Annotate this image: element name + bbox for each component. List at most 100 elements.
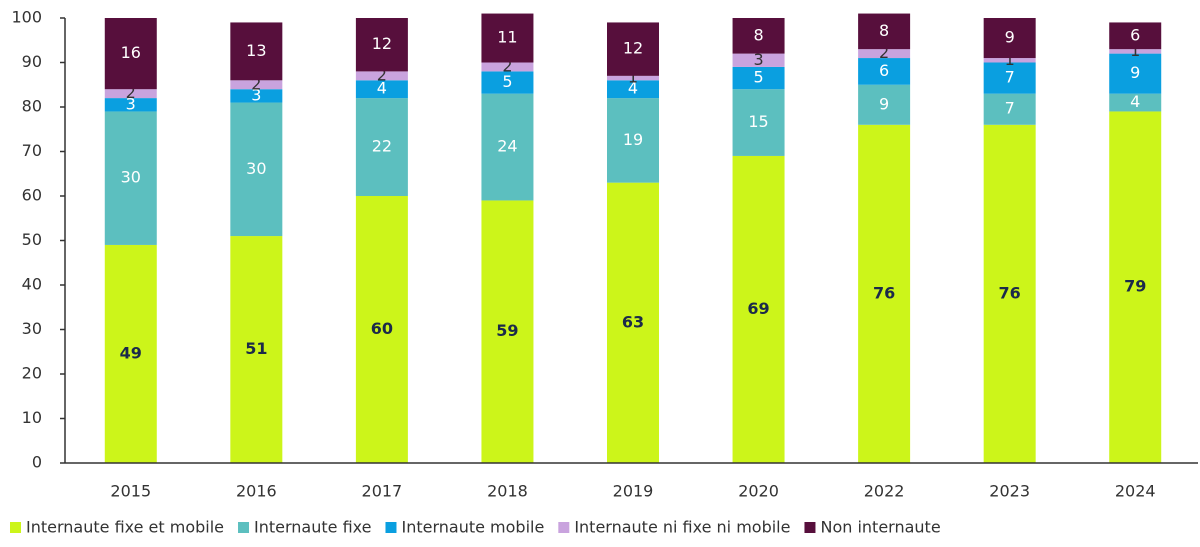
bar-segment [104, 89, 157, 99]
data-label: 1 [1005, 50, 1015, 69]
legend-label: Internaute mobile [401, 518, 544, 537]
bar-segment [230, 22, 283, 81]
x-tick-label: 2015 [110, 482, 151, 501]
data-label: 8 [753, 25, 763, 44]
bar-segment [983, 62, 1036, 94]
bar-segment [607, 80, 659, 99]
data-label: 9 [879, 94, 889, 113]
data-label: 1 [1130, 41, 1140, 60]
bar-segment [607, 75, 659, 81]
data-label: 2 [251, 74, 261, 93]
bar-segment [858, 13, 911, 50]
x-tick-label: 2020 [738, 482, 779, 501]
data-label: 6 [1130, 25, 1140, 44]
y-tick-label: 30 [22, 319, 42, 338]
bar-segment [1109, 22, 1162, 50]
data-label: 24 [497, 137, 517, 156]
bar-segment [858, 124, 911, 464]
data-label: 3 [126, 94, 136, 113]
bar-segment [607, 22, 659, 76]
data-label: 15 [748, 112, 768, 131]
data-label: 2 [879, 43, 889, 62]
x-tick-label: 2019 [613, 482, 654, 501]
bar-segment [230, 236, 283, 463]
legend-label: Internaute fixe et mobile [26, 518, 224, 537]
data-label: 1 [628, 68, 638, 87]
bar-segment [858, 49, 911, 59]
data-label: 4 [377, 79, 387, 98]
data-label: 49 [120, 343, 142, 362]
bar-segment [104, 18, 157, 90]
bar-segment [355, 80, 408, 99]
legend-swatch [558, 522, 570, 533]
bar-segment [230, 80, 283, 90]
bar-segment [1109, 93, 1162, 112]
data-label: 30 [246, 159, 266, 178]
y-tick-label: 10 [22, 408, 42, 427]
bar-segment [481, 62, 534, 72]
data-label: 6 [879, 61, 889, 80]
bar-segment [104, 244, 157, 463]
data-label: 3 [251, 85, 261, 104]
y-tick-label: 60 [22, 186, 42, 205]
bar-segment [230, 102, 283, 237]
legend-swatch [238, 522, 250, 533]
data-label: 12 [623, 39, 643, 58]
data-label: 30 [121, 168, 141, 187]
x-tick-label: 2017 [362, 482, 403, 501]
data-label: 11 [497, 28, 517, 47]
data-label: 2 [502, 56, 512, 75]
bar-segment [732, 89, 785, 156]
data-label: 3 [753, 50, 763, 69]
y-tick-label: 100 [11, 8, 42, 27]
legend-swatch [385, 522, 397, 533]
data-label: 4 [1130, 92, 1140, 111]
y-tick-label: 50 [22, 230, 42, 249]
y-tick-label: 80 [22, 97, 42, 116]
bar-segment [983, 18, 1036, 59]
bar-segment [481, 13, 534, 63]
bar-segment [607, 98, 659, 183]
data-label: 22 [372, 137, 392, 156]
bar-segment [607, 182, 659, 463]
bar-segment [732, 18, 785, 54]
data-label: 2 [126, 83, 136, 102]
data-label: 51 [245, 339, 267, 358]
x-tick-label: 2016 [236, 482, 277, 501]
data-label: 4 [628, 79, 638, 98]
bar-segment [732, 53, 785, 67]
bar-segment [355, 18, 408, 72]
bar-segment [732, 66, 785, 90]
bar-segment [983, 124, 1036, 464]
data-label: 9 [1130, 63, 1140, 82]
y-tick-label: 20 [22, 364, 42, 383]
bar-segment [355, 98, 408, 196]
data-label: 63 [622, 312, 644, 331]
bar-segment [481, 93, 534, 201]
bar-segment [1109, 111, 1162, 463]
data-label: 76 [873, 283, 895, 302]
data-label: 8 [879, 21, 889, 40]
legend-swatch [10, 522, 21, 533]
x-tick-label: 2024 [1115, 482, 1156, 501]
legend-swatch [804, 522, 816, 533]
data-label: 59 [496, 321, 518, 340]
y-tick-label: 70 [22, 141, 42, 160]
bar-segment [104, 98, 157, 112]
data-label: 79 [1124, 277, 1146, 296]
bar-segment [230, 89, 283, 103]
data-label: 12 [372, 34, 392, 53]
data-label: 5 [753, 68, 763, 87]
bar-segment [355, 71, 408, 81]
legend-label: Internaute fixe [254, 518, 371, 537]
bar-segment [104, 111, 157, 245]
bar-segment [481, 71, 534, 94]
bar-segment [983, 93, 1036, 125]
data-label: 9 [1005, 28, 1015, 47]
x-tick-label: 2018 [487, 482, 528, 501]
data-label: 16 [121, 43, 141, 62]
x-tick-label: 2023 [989, 482, 1030, 501]
data-label: 69 [747, 299, 769, 318]
bar-segment [858, 58, 911, 85]
